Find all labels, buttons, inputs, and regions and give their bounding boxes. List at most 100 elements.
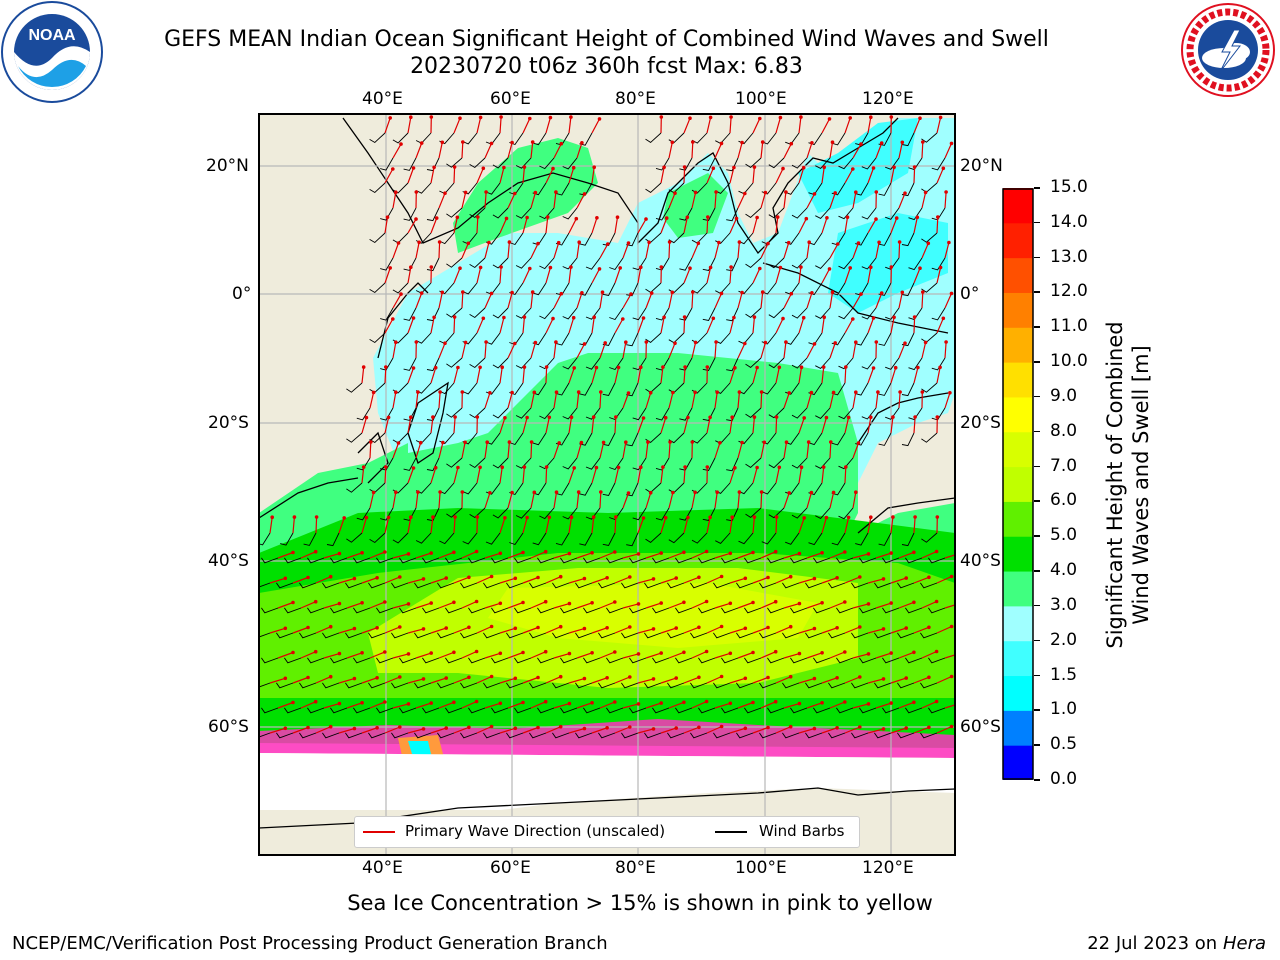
wind-barb [307,607,325,614]
wind-barb [667,732,685,739]
wave-direction-arrow [806,442,810,459]
wave-direction-arrow [269,677,286,684]
wave-direction-arrowhead [443,191,447,195]
wave-direction-arrow [660,677,677,684]
wind-barb [882,557,900,564]
wave-direction-arrow [384,466,387,484]
wave-direction-arrow [775,576,791,584]
wave-direction-arrowhead [743,626,748,631]
wave-direction-arrowhead [871,166,876,170]
wave-direction-arrow [660,167,665,184]
wave-direction-arrow [522,317,525,334]
wave-direction-arrow [775,726,791,734]
wave-direction-arrow [507,392,513,409]
wave-direction-arrow [576,242,580,259]
wave-direction-arrow [875,602,892,609]
colorbar-tick-label: 2.0 [1050,629,1078,650]
wind-barb [414,582,432,589]
wave-direction-arrowhead [498,551,503,556]
wave-direction-arrowhead [673,341,677,345]
wave-direction-arrowhead [752,165,757,169]
wind-barb [422,707,440,714]
wave-direction-arrowhead [406,652,411,656]
wind-barb [532,282,547,296]
wave-direction-arrow [507,343,516,359]
wave-direction-arrowhead [659,115,664,119]
wave-direction-arrow [499,677,516,684]
wind-barb [445,657,463,664]
wave-direction-arrowhead [614,415,618,419]
wave-direction-arrowhead [737,390,742,394]
wave-direction-arrow [338,578,355,584]
wave-direction-arrowhead [337,701,342,706]
wind-barb [901,432,915,447]
wave-direction-arrowhead [858,725,862,729]
wind-barb [855,332,869,346]
wave-direction-arrow [576,702,593,709]
wind-barb [897,632,915,639]
wave-direction-arrow [499,417,506,434]
wave-direction-arrowhead [661,365,665,369]
wave-direction-arrow [292,726,309,734]
wind-barb [368,682,386,689]
wind-barb [469,157,486,169]
wind-barb [726,257,739,272]
wave-direction-arrowhead [543,549,548,554]
wind-barb [579,482,593,496]
wave-direction-arrowhead [590,701,594,705]
wind-barb [392,282,409,294]
wave-direction-arrowhead [916,365,920,370]
wind-barb [391,582,409,589]
wind-barb [345,632,363,639]
wave-direction-arrow [438,391,441,409]
wave-direction-arrowhead [605,676,609,680]
wave-direction-arrow [553,342,557,359]
wave-direction-arrow [300,601,316,609]
wave-direction-arrowhead [918,116,922,120]
wave-direction-arrow [568,678,585,684]
wave-direction-arrow [522,167,525,184]
wave-direction-arrowhead [530,290,535,294]
wave-direction-arrowhead [934,599,939,604]
wave-direction-arrowhead [683,465,687,469]
wave-direction-arrowhead [718,441,722,445]
wind-barb [738,132,754,145]
colorbar-tick-mark [1034,395,1040,398]
wind-barb [539,157,555,170]
wave-direction-arrowhead [830,290,835,294]
wave-direction-arrow [806,193,816,209]
wave-direction-arrow [292,676,309,684]
wave-direction-arrow [683,466,686,484]
wave-direction-arrow [338,678,355,684]
wind-barb [805,632,823,639]
wave-direction-arrow [714,492,718,509]
wind-barb [878,182,892,196]
wave-direction-arrow [545,117,551,134]
wave-direction-arrowhead [394,390,398,395]
wind-barb [652,657,670,664]
wave-direction-arrow [737,551,754,559]
wave-direction-arrowhead [613,600,617,604]
wave-direction-arrowhead [624,340,628,344]
wind-barb [791,257,808,269]
wave-direction-arrow [530,601,546,609]
wave-direction-arrow [737,242,740,259]
wave-direction-arrowhead [697,725,701,730]
wave-direction-arrow [392,653,409,659]
wave-direction-arrow [668,551,685,559]
wave-direction-arrowhead [388,116,392,120]
wave-direction-arrow [300,651,316,659]
wind-barb [280,532,294,546]
wave-direction-arrow [683,366,686,384]
wave-direction-arrowhead [762,440,767,445]
wave-direction-arrowhead [337,601,342,606]
wind-barb [726,357,739,372]
wave-direction-arrowhead [411,466,416,470]
wave-direction-arrow [683,166,686,184]
wave-direction-arrowhead [522,365,527,369]
wave-direction-arrow [346,702,363,709]
wave-direction-arrow [361,677,378,684]
footer-right: 22 Jul 2023 on Hera [1087,933,1266,954]
wave-direction-arrowhead [478,365,482,370]
wind-barb [537,607,555,614]
